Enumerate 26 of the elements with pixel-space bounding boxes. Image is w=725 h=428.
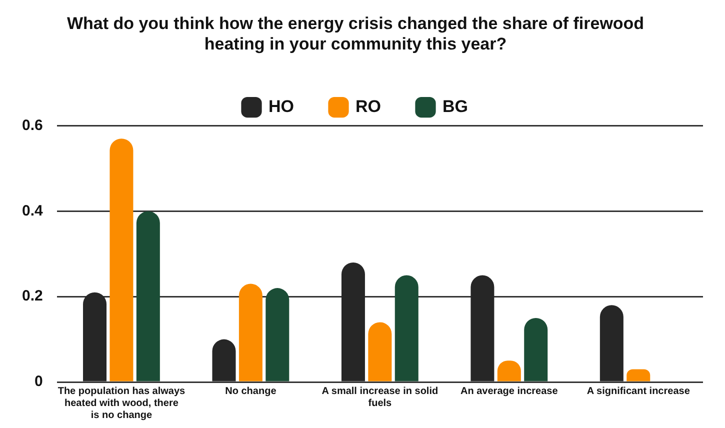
x-tick-label: An average increase [460,386,558,397]
bar [83,292,107,382]
bar [212,339,236,382]
bar [470,275,494,382]
bar [110,138,134,382]
x-tick-label: A small increase in solid fuels [322,386,438,409]
y-tick-label: 0.4 [22,202,44,220]
y-tick-label: 0 [34,373,43,390]
bar [238,284,262,382]
bar [394,275,418,382]
y-tick-label: 0.2 [22,288,43,305]
bar [368,322,392,382]
bar [626,369,650,382]
x-tick-label: The population has always heated with wood, there is no change [58,386,186,421]
legend-label: BG [442,96,468,116]
legend-label: RO [356,96,381,116]
y-tick-label: 0.6 [22,116,43,134]
x-tick-label: No change [225,386,277,397]
bar [136,211,160,382]
legend-label: HO [268,96,294,116]
x-tick-label: A significant increase [586,386,690,397]
bar [524,318,548,382]
bar [341,262,365,382]
bar [600,305,624,382]
chart-title: What do you think how the energy crisis changed the share of firewood heating in your community this year? [66,14,644,54]
bar [266,288,290,382]
